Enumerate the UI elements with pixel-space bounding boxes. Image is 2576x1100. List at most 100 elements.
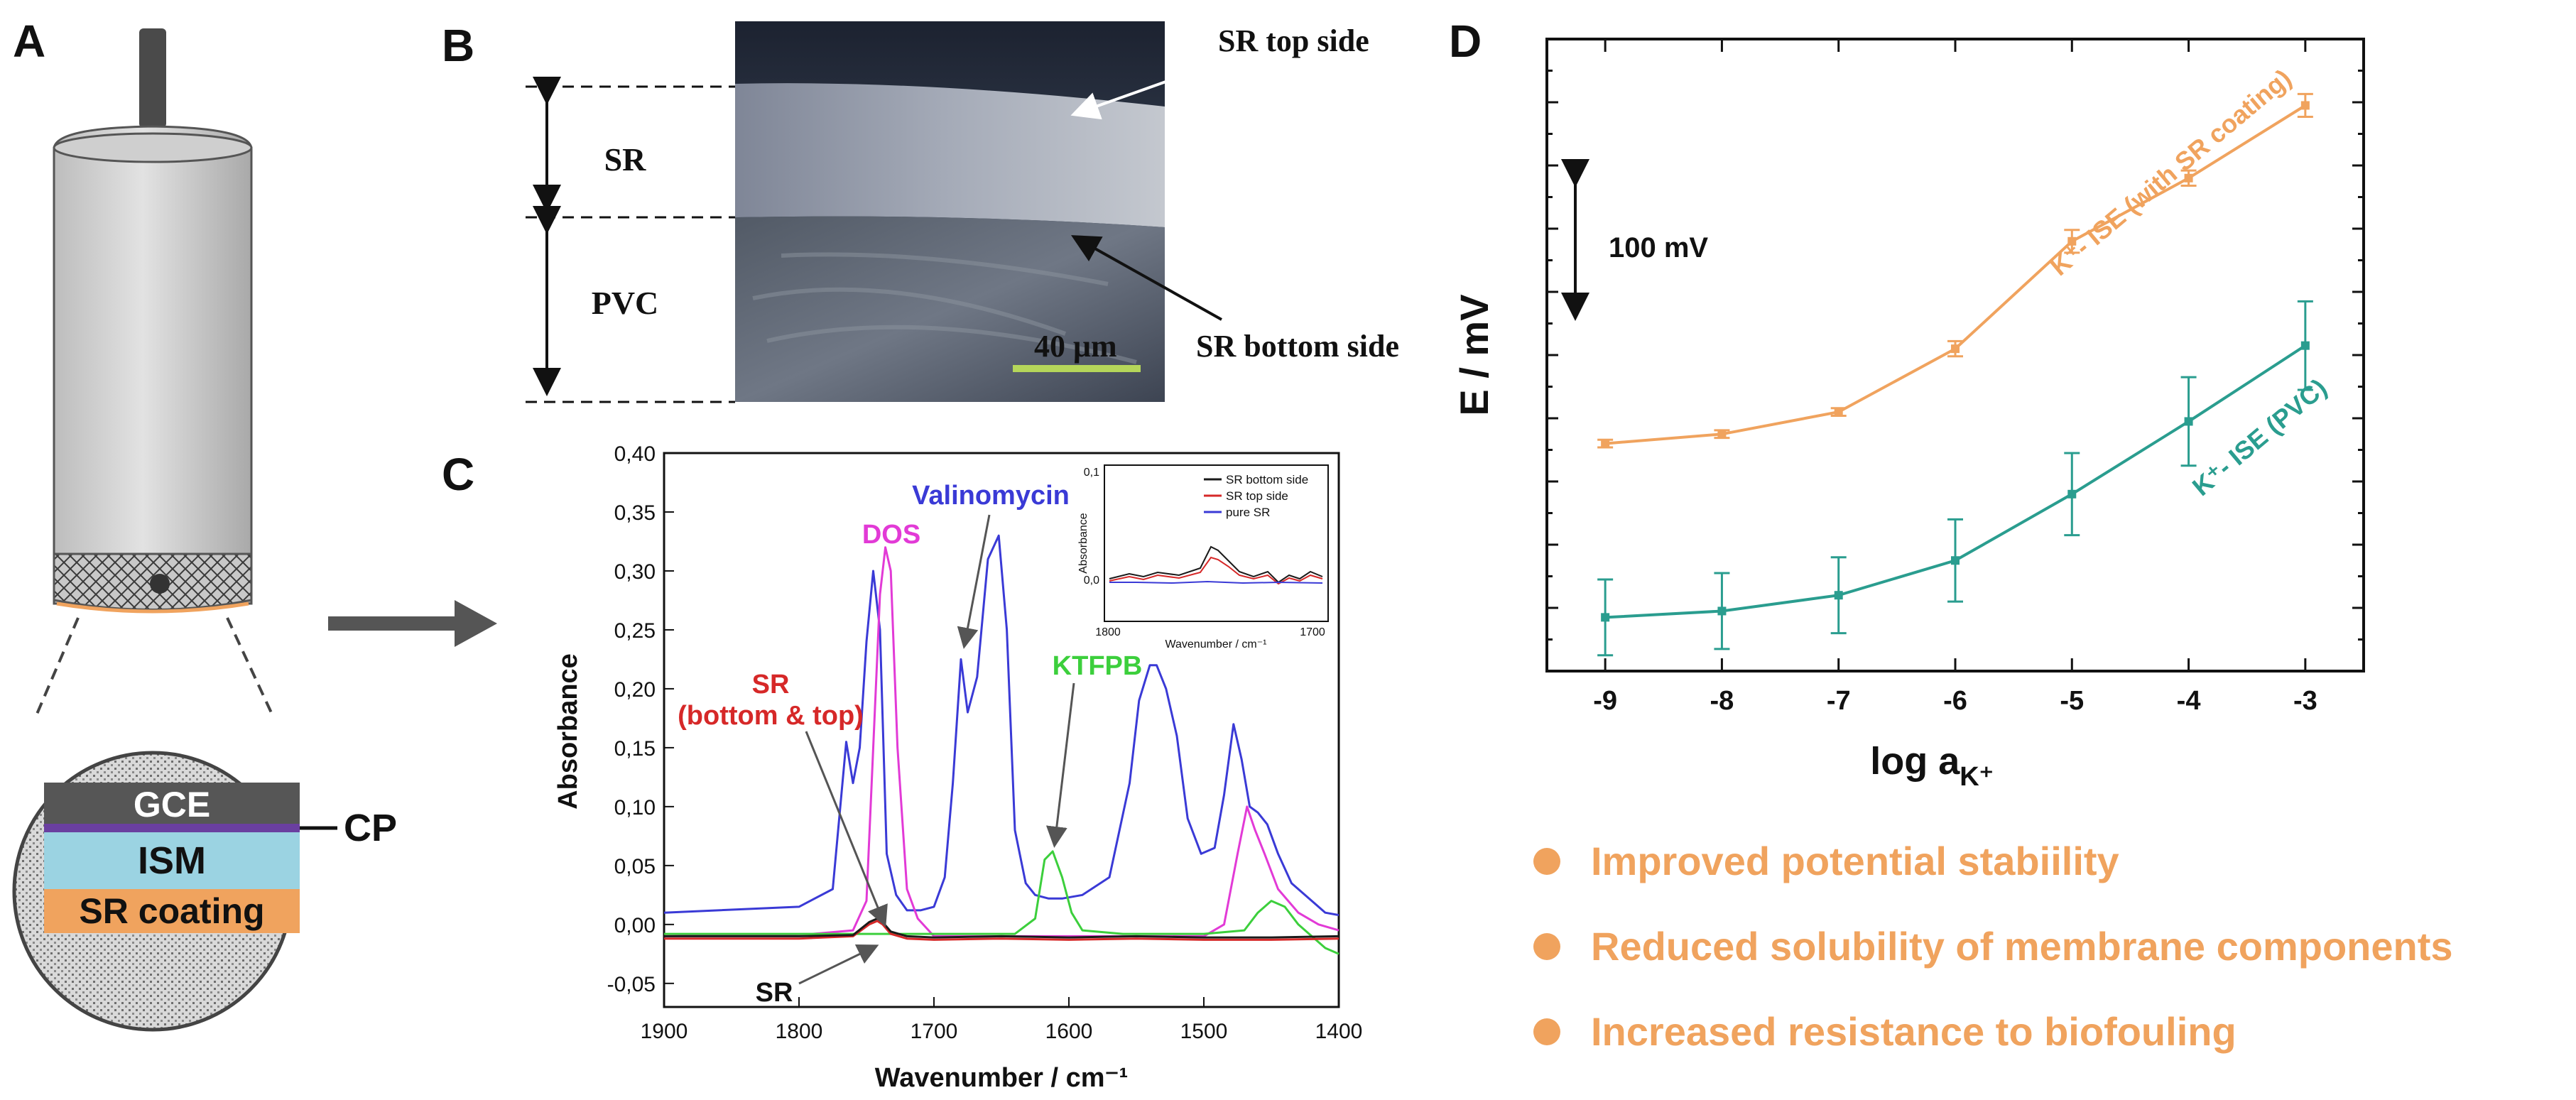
inset-series-sr-top xyxy=(1109,556,1323,585)
panel-c: C -0,05 0,00 0,05 0,10 0,15 0,20 0,25 0,30 0,35 0… xyxy=(442,442,1362,1093)
inset-legend-label-1: SR top side xyxy=(1226,489,1288,503)
panel-a-label: A xyxy=(13,16,45,67)
pot-point-sr-coating xyxy=(2184,173,2193,183)
ftir-ytick-label: 0,10 xyxy=(614,796,656,819)
ftir-xtick-label: 1500 xyxy=(1180,1020,1228,1043)
pot-series xyxy=(1597,92,2313,657)
ftir-series-ktfpb xyxy=(664,850,1339,955)
benefit-1: Reduced solubility of membrane component… xyxy=(1591,924,2453,969)
annotation-valinomycin: Valinomycin xyxy=(912,481,1070,511)
electrode-body xyxy=(53,125,253,605)
panel-a: A GCE ISM SR coating CP xyxy=(12,16,497,1032)
annotation-sr-red: SR xyxy=(752,670,790,699)
ftir-xtick-label: 1900 xyxy=(641,1020,688,1043)
pot-point-pvc xyxy=(2300,341,2310,350)
micrograph-pvc-layer xyxy=(735,216,1165,402)
ftir-ytick-label: 0,20 xyxy=(614,678,656,702)
ftir-y-label: Absorbance xyxy=(553,653,583,810)
ftir-ytick-label: 0,25 xyxy=(614,619,656,643)
pot-xtick-label: -9 xyxy=(1593,686,1617,716)
pot-xtick-label: -7 xyxy=(1827,686,1851,716)
pot-xtick-label: -4 xyxy=(2177,686,2201,716)
pot-point-pvc xyxy=(1834,591,1843,600)
layer-cp xyxy=(44,824,300,832)
bullet-dot-2 xyxy=(1533,1018,1560,1045)
zoom-line-right xyxy=(226,617,275,718)
sr-top-side-arrow xyxy=(1070,55,1237,120)
pot-point-sr-coating xyxy=(2300,101,2310,110)
ftir-x-label: Wavenumber / cm⁻¹ xyxy=(875,1063,1129,1093)
ftir-series xyxy=(663,534,1339,955)
ftir-ytick-label: 0,15 xyxy=(614,737,656,761)
inset-frame xyxy=(1104,464,1329,622)
benefit-0: Improved potential stabiility xyxy=(1591,839,2119,883)
ftir-ytick-label: -0,05 xyxy=(607,973,656,996)
ftir-series-sr-top-side xyxy=(664,920,1339,941)
sr-layer-label: SR xyxy=(604,141,647,178)
valinomycin-arrow xyxy=(957,514,991,649)
electrode-rod xyxy=(139,28,166,128)
inset-ytick-0-0: 0,0 xyxy=(1084,574,1099,587)
inset-legend-label-2: pure SR xyxy=(1226,506,1270,519)
layer-gce xyxy=(44,783,300,824)
arrow-to-panel-c xyxy=(328,600,497,647)
inset-legend-label-0: SR bottom side xyxy=(1226,473,1308,486)
annotation-sr-bottom-top: (bottom & top) xyxy=(678,701,864,731)
annotation-ktfpb: KTFPB xyxy=(1053,651,1143,681)
pot-point-sr-coating xyxy=(1601,439,1610,448)
sr-black-arrow xyxy=(798,944,879,985)
ftir-ytick-label: 0,40 xyxy=(614,442,656,466)
panel-b-label: B xyxy=(442,20,474,71)
sr-bottom-side-label: SR bottom side xyxy=(1196,329,1399,364)
ftir-ytick-label: 0,30 xyxy=(614,560,656,584)
pot-x-label-sub: K⁺ xyxy=(1960,762,1994,792)
annotation-sr-black: SR xyxy=(756,978,793,1008)
benefits-list: Improved potential stabiility Reduced so… xyxy=(1533,839,2453,1054)
ftir-chart: -0,05 0,00 0,05 0,10 0,15 0,20 0,25 0,30 0,35 0,4… xyxy=(553,442,1362,1093)
pvc-layer-label: PVC xyxy=(592,285,659,321)
electrode-top-rim xyxy=(53,132,253,163)
ktfpb-arrow xyxy=(1045,682,1075,848)
pot-y-ticks xyxy=(1547,38,2364,672)
pot-xtick-label: -3 xyxy=(2293,686,2317,716)
layer-sr-coating xyxy=(44,889,300,933)
panel-c-label: C xyxy=(442,449,474,500)
inset-xtick-1800: 1800 xyxy=(1095,626,1121,638)
layer-ism xyxy=(44,832,300,889)
sr-top-side-label: SR top side xyxy=(1218,23,1369,58)
series-label-pvc: K⁺- ISE (PVC) xyxy=(2187,373,2332,501)
pot-x-axis: -9 -8 -7 -6 -5 -4 -3 xyxy=(1593,39,2317,716)
tip-dot xyxy=(150,574,170,594)
pot-xtick-label: -5 xyxy=(2060,686,2084,716)
sr-bottom-side-arrow xyxy=(1071,235,1222,321)
micrograph-texture xyxy=(752,252,1137,364)
scale-bar-label: 40 μm xyxy=(1034,329,1117,364)
pot-point-sr-coating xyxy=(2067,236,2077,246)
layer-sr-coating-label: SR coating xyxy=(79,891,264,931)
pot-xtick-label: -8 xyxy=(1710,686,1734,716)
inset-series-pure-sr xyxy=(1109,580,1323,584)
ftir-plot-frame xyxy=(663,452,1340,1008)
ftir-xtick-label: 1800 xyxy=(776,1020,823,1043)
benefit-2: Increased resistance to biofouling xyxy=(1591,1009,2237,1054)
mv-scale-label: 100 mV xyxy=(1609,232,1708,263)
ftir-xtick-label: 1700 xyxy=(911,1020,958,1043)
ftir-series-sr-bottom-side xyxy=(664,917,1339,939)
cp-label: CP xyxy=(344,807,397,849)
inset-series-sr-bottom xyxy=(1109,545,1323,584)
pot-x-label-main: log a xyxy=(1870,740,1960,783)
inset-xtick-1700: 1700 xyxy=(1300,626,1325,638)
ftir-xtick-label: 1600 xyxy=(1045,1020,1093,1043)
ftir-series-valinomycin xyxy=(663,534,1339,917)
layer-ism-label: ISM xyxy=(138,839,206,882)
inset-ytick-0-1: 0,1 xyxy=(1084,467,1099,479)
tip-coating xyxy=(56,601,249,614)
annotation-dos: DOS xyxy=(862,520,920,550)
ftir-xtick-label: 1400 xyxy=(1315,1020,1363,1043)
potentiometry-chart: -9 -8 -7 -6 -5 -4 -3 E / mV log aK⁺ 100 mV K⁺-… xyxy=(1452,38,2365,792)
series-label-sr-coating: K⁺- ISE (with SR coating) xyxy=(2045,63,2297,281)
inset-x-label: Wavenumber / cm⁻¹ xyxy=(1165,638,1267,650)
pot-point-pvc xyxy=(1951,556,1960,565)
panel-d-label: D xyxy=(1449,16,1482,67)
